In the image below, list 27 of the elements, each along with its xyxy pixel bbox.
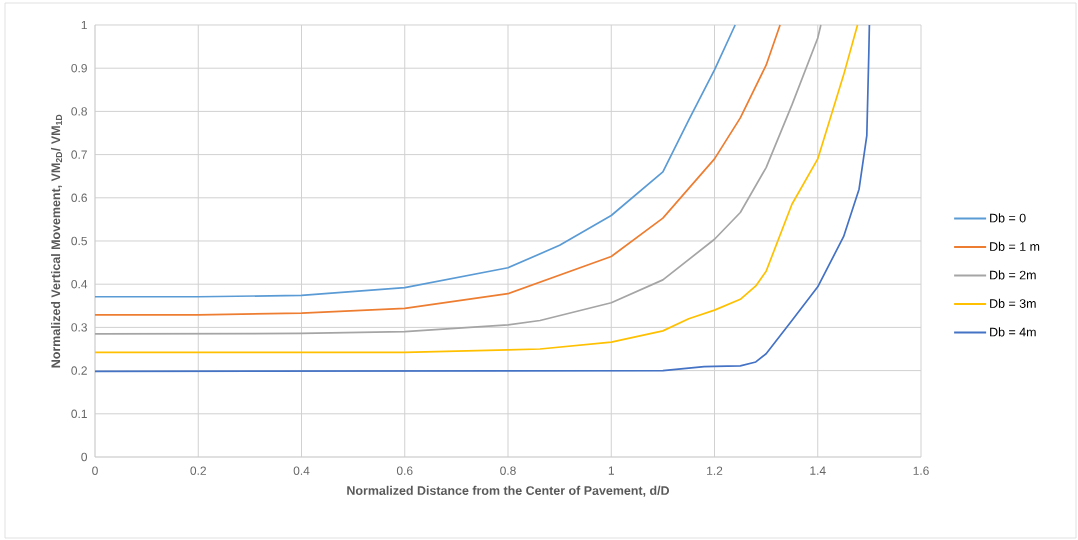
x-axis-title: Normalized Distance from the Center of Pavement, d/D bbox=[347, 485, 670, 497]
y-tick-label: 0.1 bbox=[71, 409, 87, 419]
legend-label: Db = 1 m bbox=[990, 241, 1040, 251]
x-tick-label: 0.2 bbox=[190, 466, 206, 475]
x-tick-label: 0.4 bbox=[293, 466, 310, 475]
y-tick-label: 0.3 bbox=[71, 323, 87, 332]
y-tick-label: 0.7 bbox=[71, 150, 87, 159]
y-tick-label: 1 bbox=[81, 20, 87, 30]
legend-label: Db = 0 bbox=[990, 213, 1026, 223]
x-tick-label: 0.6 bbox=[396, 466, 413, 475]
y-axis-title: Normalized Vertical Movement, VM$_{2D}$/ VM$_{1D}$ bbox=[51, 114, 63, 368]
x-tick-label: 1.6 bbox=[913, 466, 929, 475]
y-tick-label: 0.4 bbox=[71, 279, 88, 289]
legend-label: Db = 3m bbox=[990, 298, 1036, 308]
x-tick-label: 1.2 bbox=[707, 466, 723, 475]
y-tick-label: 0.5 bbox=[71, 236, 87, 246]
legend-label: Db = 2m bbox=[990, 270, 1036, 280]
y-tick-label: 0.6 bbox=[71, 193, 87, 203]
x-tick-label: 1 bbox=[608, 466, 614, 475]
x-tick-label: 1.4 bbox=[810, 466, 826, 475]
y-tick-label: 0 bbox=[81, 452, 88, 462]
x-tick-label: 0.8 bbox=[500, 466, 516, 475]
x-tick-label: 0 bbox=[92, 466, 98, 475]
y-tick-label: 0.8 bbox=[71, 107, 87, 116]
y-tick-label: 0.9 bbox=[71, 63, 87, 73]
y-tick-label: 0.2 bbox=[71, 366, 87, 375]
legend-label: Db = 4m bbox=[990, 327, 1036, 337]
